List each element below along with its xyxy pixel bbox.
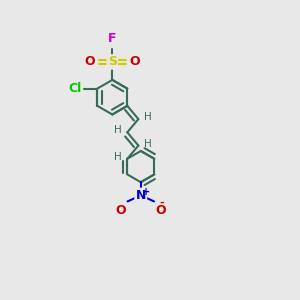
Text: H: H: [113, 125, 121, 135]
Text: +: +: [142, 187, 150, 197]
Text: H: H: [144, 112, 152, 122]
Text: F: F: [108, 32, 117, 45]
Text: O: O: [84, 56, 95, 68]
Text: O: O: [155, 204, 166, 217]
Text: H: H: [113, 152, 121, 162]
Text: N: N: [136, 189, 146, 202]
Text: O: O: [130, 56, 140, 68]
Text: S: S: [108, 56, 117, 68]
Text: Cl: Cl: [68, 82, 81, 95]
Text: -: -: [159, 198, 164, 208]
Text: O: O: [116, 204, 126, 217]
Text: H: H: [144, 139, 152, 148]
